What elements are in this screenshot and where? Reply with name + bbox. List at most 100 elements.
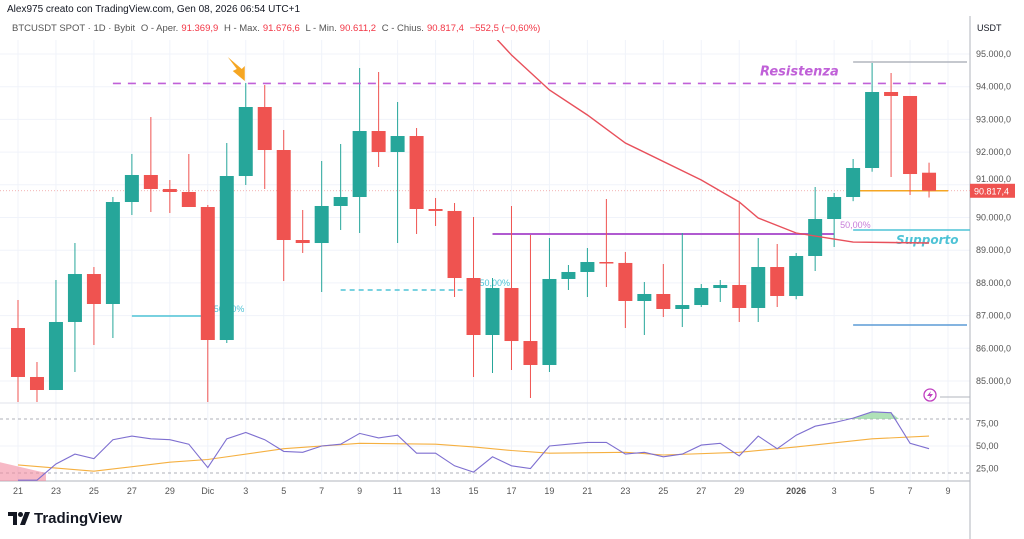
candle: [599, 198, 614, 287]
support-label: Supporto: [896, 233, 959, 247]
candle-body: [352, 131, 367, 198]
low-value: 90.611,2: [339, 23, 377, 34]
candle-body: [276, 150, 291, 241]
candle-body: [485, 288, 500, 336]
candle-body: [466, 278, 481, 336]
candle: [789, 252, 804, 300]
rsi-overbought-fill: [834, 411, 900, 419]
candle: [637, 281, 652, 336]
time-tick-label: 15: [469, 486, 479, 496]
candle: [447, 202, 462, 298]
last-price-tag: [970, 183, 1015, 198]
time-tick-label: 19: [544, 486, 554, 496]
candle: [675, 233, 690, 328]
fib-label: 50,00%: [840, 220, 871, 230]
time-tick-label: 5: [281, 486, 286, 496]
price-tick-label: 89.000,0: [976, 245, 1011, 255]
rsi-tick-label: 75,00: [976, 419, 999, 429]
rsi-tick-label: 50,00: [976, 441, 999, 451]
chart-credit: Alex975 creato con TradingView.com, Gen …: [7, 4, 301, 15]
candle-body: [694, 288, 709, 306]
brand-name: TradingView: [34, 510, 123, 527]
candle-body: [789, 255, 804, 296]
price-tick-label: 86.000,0: [976, 343, 1011, 353]
time-tick-label: 27: [127, 486, 137, 496]
candle-body: [675, 305, 690, 310]
candle: [48, 279, 63, 391]
candle: [181, 154, 196, 208]
candle-body: [333, 197, 348, 206]
candle: [11, 300, 25, 402]
candle: [86, 267, 101, 346]
candle-body: [143, 174, 158, 189]
candle: [903, 95, 918, 196]
time-tick-label: 3: [832, 486, 837, 496]
candle: [124, 154, 139, 215]
moving-average-line: [496, 40, 930, 244]
candle: [295, 209, 310, 253]
last-price-label: 90.817,4: [974, 186, 1009, 196]
price-tick-label: 88.000,0: [976, 278, 1011, 288]
candle-body: [67, 274, 82, 322]
candle: [922, 162, 937, 198]
candle: [580, 248, 595, 298]
change-value: −552,5 (−0,60%): [469, 23, 541, 34]
candle: [390, 102, 405, 244]
candle-body: [447, 210, 462, 279]
candle-body: [903, 95, 918, 175]
candle: [694, 284, 709, 308]
tradingview-logo: TradingView: [8, 510, 122, 527]
open-label: O - Aper.: [140, 23, 179, 34]
candle-body: [751, 267, 766, 308]
candle: [428, 197, 443, 227]
time-tick-label: 9: [946, 486, 951, 496]
candle: [865, 62, 880, 172]
candle: [67, 243, 82, 372]
tradingview-logo-icon: [8, 512, 30, 525]
close-value: 90.817,4: [426, 23, 464, 34]
candle-body: [390, 136, 405, 153]
candle: [352, 67, 367, 234]
candle: [276, 129, 291, 282]
time-tick-label: 3: [243, 486, 248, 496]
high-value: 91.676,6: [262, 23, 300, 34]
price-tick-label: 95.000,0: [976, 49, 1011, 59]
candle: [770, 243, 785, 308]
candle-body: [846, 167, 861, 198]
time-tick-label: 29: [165, 486, 175, 496]
candle: [238, 83, 253, 186]
time-tick-label: 29: [734, 486, 744, 496]
candle-body: [314, 205, 329, 244]
currency-label: USDT: [977, 23, 1002, 33]
candle: [827, 193, 842, 248]
candle: [846, 159, 861, 202]
open-value: 91.369,9: [181, 23, 219, 34]
candle-body: [162, 188, 177, 192]
rsi-pane[interactable]: [0, 411, 970, 481]
candle: [485, 278, 500, 373]
price-tick-label: 87.000,0: [976, 311, 1011, 321]
candle: [162, 179, 177, 213]
symbol-label[interactable]: BTCUSDT SPOT · 1D · Bybit: [12, 23, 136, 34]
candle: [257, 85, 272, 189]
lightning-glyph-icon: [927, 391, 933, 399]
price-tick-label: 92.000,0: [976, 147, 1011, 157]
candle-body: [580, 262, 595, 272]
candle-body: [124, 174, 139, 203]
candle-body: [542, 278, 557, 365]
candle: [143, 117, 158, 213]
candle-body: [656, 293, 671, 310]
axes: USDT 95.000,0 94.000,0 93.000,0 92.000,0 91.0…: [13, 23, 1015, 496]
time-tick-label: 5: [870, 486, 875, 496]
candle-body: [637, 293, 652, 301]
time-tick-label: 23: [51, 486, 61, 496]
candle-body: [295, 240, 310, 244]
candle: [561, 264, 576, 291]
candle-body: [713, 285, 728, 289]
alert-lightning-icon: [923, 388, 937, 402]
resistance-label: Resistenza: [760, 64, 839, 79]
candle-body: [599, 262, 614, 264]
candle-body: [618, 262, 633, 301]
